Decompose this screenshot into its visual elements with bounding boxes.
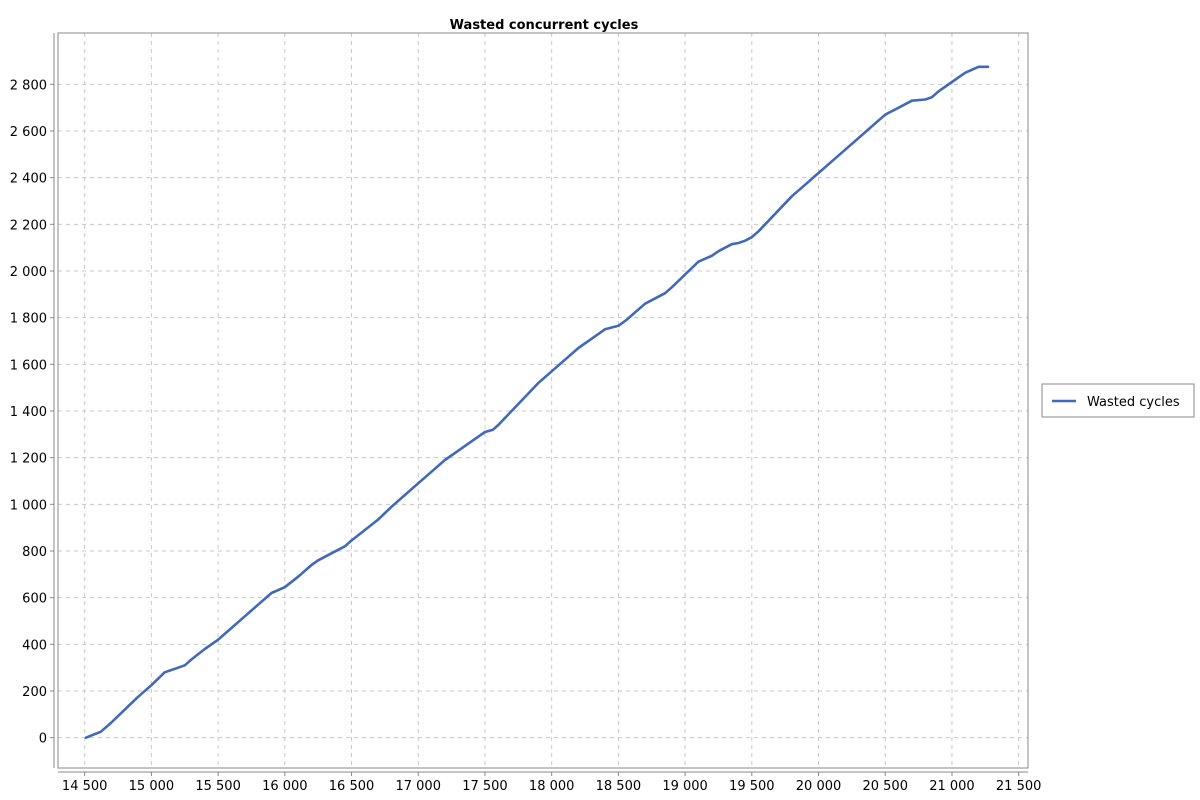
x-tick-label: 15 500 — [195, 779, 241, 794]
y-axis: 0 200 400 600 800 1 000 1 200 1 400 1 600 1 800 2 … — [10, 33, 55, 768]
x-tick-label: 14 500 — [62, 779, 108, 794]
x-tick-label: 16 500 — [329, 779, 375, 794]
x-tick-label: 17 500 — [462, 779, 508, 794]
series-line-wasted-cycles — [84, 65, 990, 740]
grid — [58, 33, 1028, 768]
legend: Wasted cycles — [1041, 383, 1195, 418]
series-group — [84, 65, 990, 740]
legend-label: Wasted cycles — [1087, 395, 1180, 410]
y-tick-label: 1 800 — [10, 312, 47, 327]
y-tick-label: 600 — [22, 592, 47, 607]
x-tick-label: 19 000 — [662, 779, 708, 794]
y-tick-label: 1 200 — [10, 452, 47, 467]
y-tick-label: 1 600 — [10, 358, 47, 373]
x-tick-label: 19 500 — [729, 779, 775, 794]
y-tick-label: 2 600 — [10, 125, 47, 140]
x-tick-label: 17 000 — [395, 779, 441, 794]
y-tick-label: 0 — [39, 732, 47, 747]
chart-title: Wasted concurrent cycles — [450, 18, 639, 33]
x-tick-label: 20 500 — [862, 779, 908, 794]
y-tick-label: 2 800 — [10, 78, 47, 93]
x-axis: 14 500 15 000 15 500 16 000 16 500 17 000 17 5… — [58, 771, 1042, 794]
y-tick-label: 1 000 — [10, 498, 47, 513]
y-tick-label: 2 000 — [10, 265, 47, 280]
x-tick-label: 18 000 — [529, 779, 575, 794]
x-tick-label: 16 000 — [262, 779, 308, 794]
x-tick-label: 21 000 — [929, 779, 975, 794]
y-tick-label: 2 400 — [10, 172, 47, 187]
y-tick-label: 1 400 — [10, 405, 47, 420]
y-tick-label: 400 — [22, 638, 47, 653]
x-tick-label: 18 500 — [596, 779, 642, 794]
x-tick-label: 21 500 — [996, 779, 1042, 794]
y-tick-label: 200 — [22, 685, 47, 700]
plot-area-frame — [57, 32, 1029, 769]
x-tick-label: 20 000 — [796, 779, 842, 794]
y-tick-label: 800 — [22, 545, 47, 560]
x-tick-label: 15 000 — [129, 779, 175, 794]
y-tick-label: 2 200 — [10, 218, 47, 233]
